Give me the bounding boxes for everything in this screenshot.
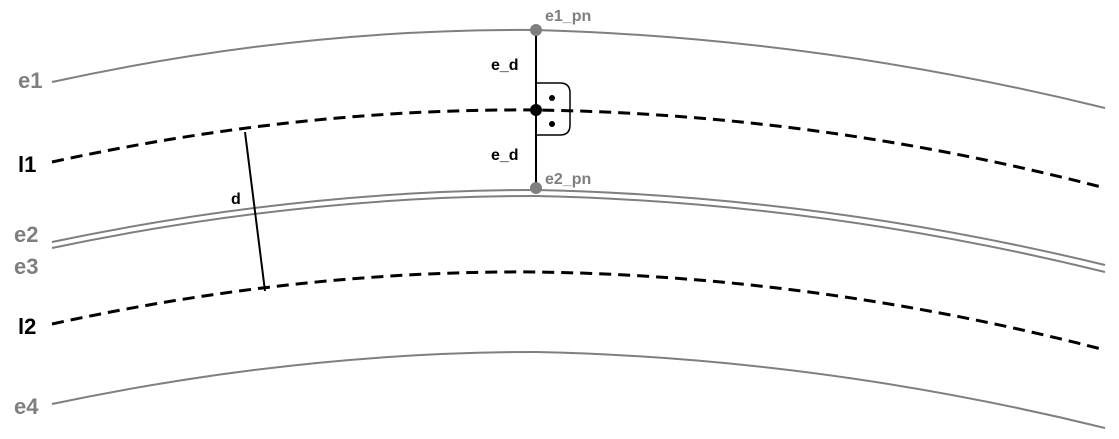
label-e1: e1: [18, 68, 42, 93]
label-e-d-bottom: e_d: [491, 147, 519, 164]
right-angle-dot-bottom: [549, 121, 555, 127]
right-angle-marker: [536, 82, 571, 136]
label-e4: e4: [14, 394, 39, 419]
edge-e1-curve: [51, 28, 1106, 109]
label-l1: l1: [18, 152, 36, 177]
edge-e2-curve: [51, 188, 1106, 266]
label-l2: l2: [18, 314, 36, 339]
point-lane-center: [530, 104, 542, 116]
distance-line-d: [244, 131, 266, 292]
label-e2: e2: [14, 222, 38, 247]
edge-e3-curve: [51, 194, 1106, 273]
label-e3: e3: [14, 254, 38, 279]
point-e2-pn: [530, 182, 542, 194]
label-e-d-top: e_d: [491, 57, 519, 74]
label-d: d: [231, 191, 241, 208]
label-e1-pn: e1_pn: [545, 8, 591, 25]
edge-e4-curve: [51, 350, 1106, 429]
point-e1-pn: [530, 24, 542, 36]
lane-l1-curve: [51, 108, 1106, 190]
label-e2-pn: e2_pn: [545, 171, 591, 188]
right-angle-dot-top: [549, 95, 555, 101]
lane-l2-curve: [51, 270, 1106, 352]
